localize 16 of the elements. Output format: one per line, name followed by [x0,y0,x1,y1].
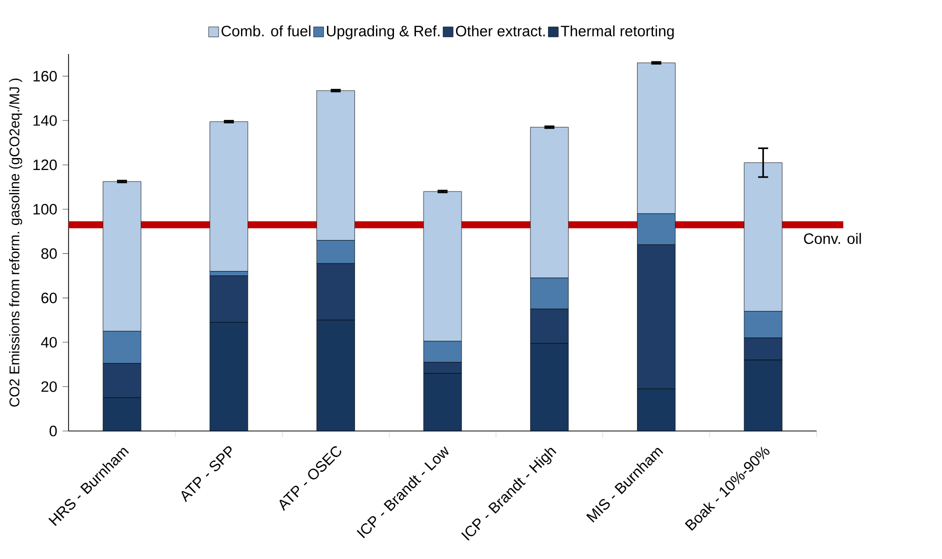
ref-line-label: Conv. oil [804,232,861,244]
legend-label: Thermal retorting [560,25,674,40]
legend-label: Other extract. [456,25,545,36]
y-tick-label: 60 [41,292,57,304]
legend-label: Comb. of fuel [222,25,310,36]
y-tick-label: 20 [41,381,57,392]
bar [210,121,248,272]
y-tick-label: 0 [50,426,57,436]
y-tick-label: 40 [41,336,57,348]
y-tick-label: 160 [34,70,57,82]
y-tick-label: 140 [34,115,57,126]
y-axis-title: CO2 Emissions from reform. gasoline (gCO2eq./MJ ) [9,78,22,407]
y-tick-label: 100 [34,204,57,215]
legend-label: Upgrading & Ref. [326,25,440,40]
y-tick-label: 120 [34,160,57,170]
y-tick-label: 80 [41,248,57,259]
